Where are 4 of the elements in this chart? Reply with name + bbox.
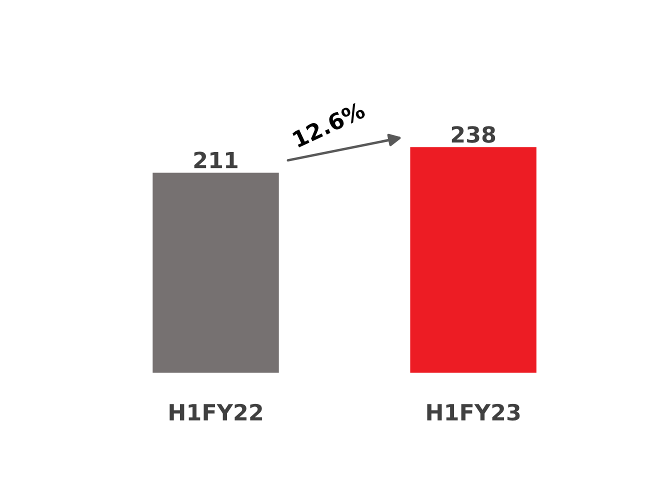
data-label: 238: [452, 126, 496, 143]
x-tick-label: H1FY23: [427, 404, 520, 421]
x-tick-label: H1FY22: [170, 404, 262, 420]
data-label: 211: [194, 152, 238, 168]
